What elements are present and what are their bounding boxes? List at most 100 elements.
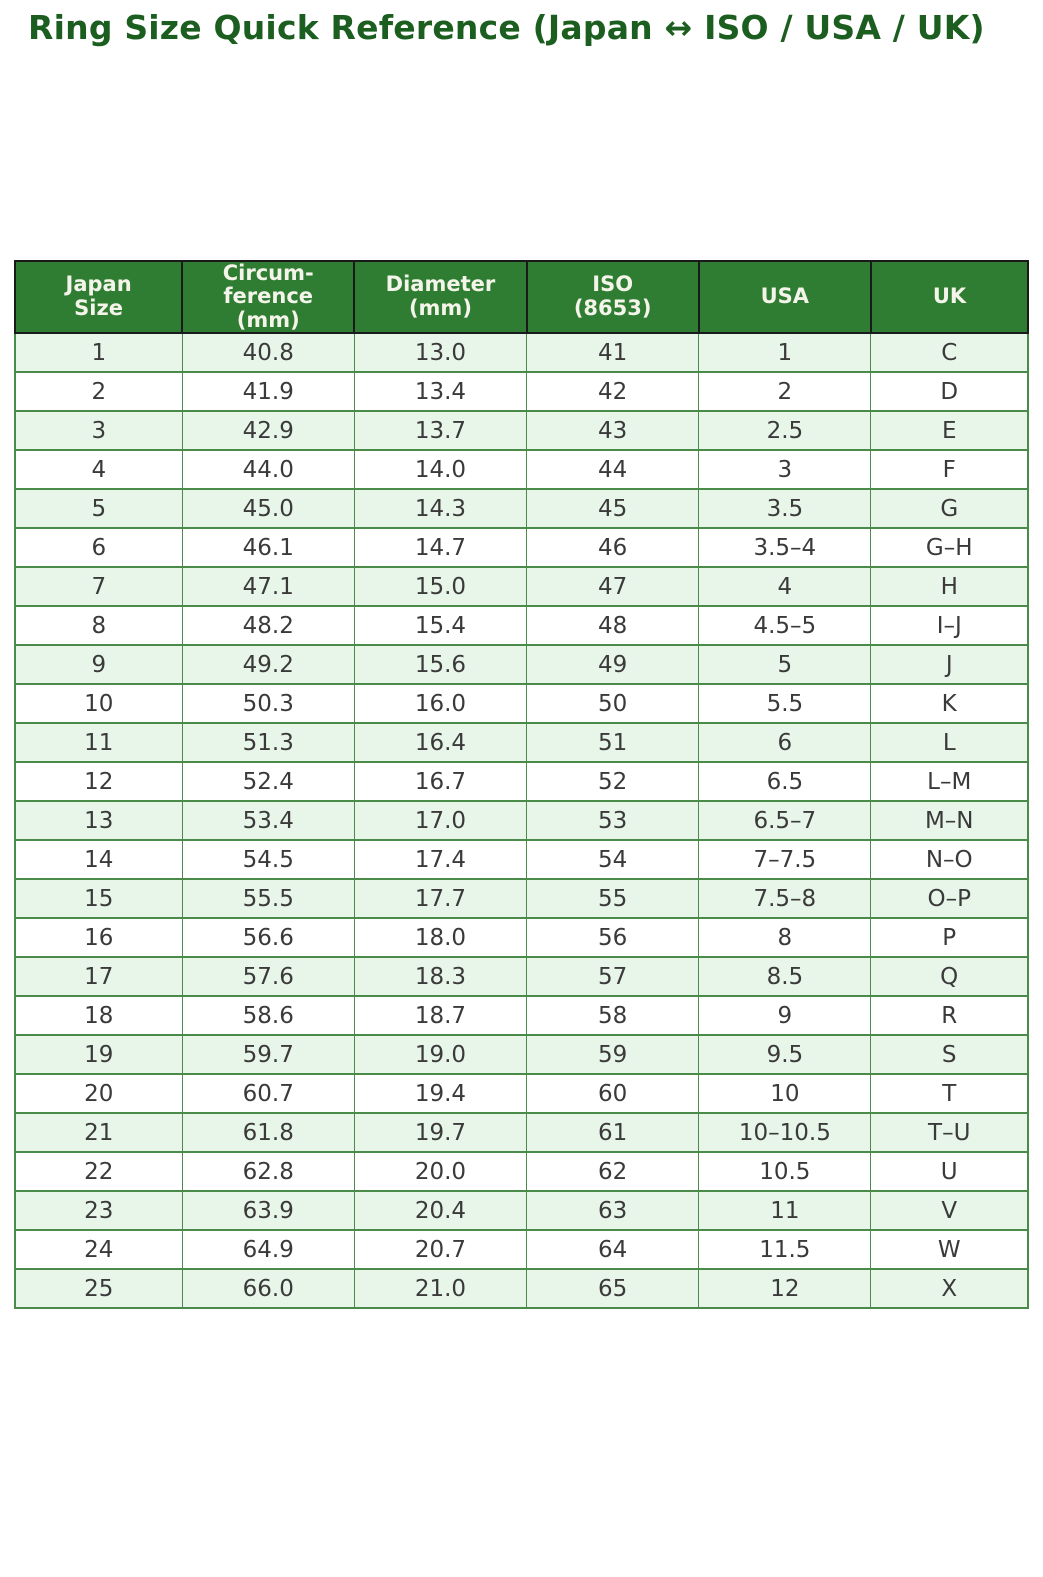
cell-japan-size: 5 <box>14 488 183 530</box>
cell-diameter-mm: 19.4 <box>353 1073 528 1115</box>
cell-diameter-mm: 13.7 <box>353 410 528 452</box>
cell-usa: 8 <box>698 917 872 959</box>
cell-uk: L–M <box>870 761 1029 803</box>
cell-uk: I–J <box>870 605 1029 647</box>
table-row: 6 46.1 14.7 46 3.5–4 G–H <box>14 527 1029 569</box>
cell-circumference-mm: 62.8 <box>181 1151 355 1193</box>
cell-usa: 10.5 <box>698 1151 872 1193</box>
cell-circumference-mm: 45.0 <box>181 488 355 530</box>
cell-circumference-mm: 53.4 <box>181 800 355 842</box>
column-header-usa: USA <box>697 259 872 335</box>
cell-diameter-mm: 20.7 <box>353 1229 528 1271</box>
cell-usa: 1 <box>698 332 872 374</box>
cell-iso-8653: 58 <box>526 995 700 1037</box>
cell-japan-size: 14 <box>14 839 183 881</box>
cell-usa: 2.5 <box>698 410 872 452</box>
cell-japan-size: 25 <box>14 1268 183 1310</box>
cell-iso-8653: 55 <box>526 878 700 920</box>
cell-japan-size: 23 <box>14 1190 183 1232</box>
cell-japan-size: 18 <box>14 995 183 1037</box>
table-row: 7 47.1 15.0 47 4 H <box>14 566 1029 608</box>
cell-circumference-mm: 63.9 <box>181 1190 355 1232</box>
cell-uk: U <box>870 1151 1029 1193</box>
cell-diameter-mm: 18.0 <box>353 917 528 959</box>
cell-japan-size: 17 <box>14 956 183 998</box>
cell-diameter-mm: 16.0 <box>353 683 528 725</box>
table-row: 23 63.9 20.4 63 11 V <box>14 1190 1029 1232</box>
cell-japan-size: 2 <box>14 371 183 413</box>
cell-usa: 9 <box>698 995 872 1037</box>
table-row: 11 51.3 16.4 51 6 L <box>14 722 1029 764</box>
cell-usa: 2 <box>698 371 872 413</box>
cell-diameter-mm: 15.4 <box>353 605 528 647</box>
cell-circumference-mm: 60.7 <box>181 1073 355 1115</box>
table-row: 2 41.9 13.4 42 2 D <box>14 371 1029 413</box>
cell-japan-size: 4 <box>14 449 183 491</box>
cell-diameter-mm: 15.0 <box>353 566 528 608</box>
cell-japan-size: 19 <box>14 1034 183 1076</box>
cell-uk: V <box>870 1190 1029 1232</box>
cell-uk: H <box>870 566 1029 608</box>
table-row: 16 56.6 18.0 56 8 P <box>14 917 1029 959</box>
cell-diameter-mm: 20.4 <box>353 1190 528 1232</box>
cell-circumference-mm: 41.9 <box>181 371 355 413</box>
cell-usa: 6 <box>698 722 872 764</box>
cell-iso-8653: 54 <box>526 839 700 881</box>
cell-usa: 4 <box>698 566 872 608</box>
cell-uk: O–P <box>870 878 1029 920</box>
cell-japan-size: 3 <box>14 410 183 452</box>
table-row: 5 45.0 14.3 45 3.5 G <box>14 488 1029 530</box>
cell-uk: F <box>870 449 1029 491</box>
cell-uk: G <box>870 488 1029 530</box>
cell-japan-size: 13 <box>14 800 183 842</box>
column-header-circumference: Circum- ference (mm) <box>181 259 356 335</box>
cell-diameter-mm: 17.0 <box>353 800 528 842</box>
table-row: 19 59.7 19.0 59 9.5 S <box>14 1034 1029 1076</box>
cell-circumference-mm: 50.3 <box>181 683 355 725</box>
cell-uk: K <box>870 683 1029 725</box>
table-row: 9 49.2 15.6 49 5 J <box>14 644 1029 686</box>
cell-iso-8653: 60 <box>526 1073 700 1115</box>
cell-uk: Q <box>870 956 1029 998</box>
cell-diameter-mm: 16.7 <box>353 761 528 803</box>
table-row: 24 64.9 20.7 64 11.5 W <box>14 1229 1029 1271</box>
cell-iso-8653: 53 <box>526 800 700 842</box>
cell-iso-8653: 48 <box>526 605 700 647</box>
column-header-diameter: Diameter (mm) <box>353 259 528 335</box>
cell-iso-8653: 51 <box>526 722 700 764</box>
cell-iso-8653: 64 <box>526 1229 700 1271</box>
table-row: 8 48.2 15.4 48 4.5–5 I–J <box>14 605 1029 647</box>
cell-usa: 6.5 <box>698 761 872 803</box>
cell-diameter-mm: 14.0 <box>353 449 528 491</box>
cell-usa: 7.5–8 <box>698 878 872 920</box>
cell-diameter-mm: 14.7 <box>353 527 528 569</box>
cell-diameter-mm: 15.6 <box>353 644 528 686</box>
cell-circumference-mm: 57.6 <box>181 956 355 998</box>
table-row: 22 62.8 20.0 62 10.5 U <box>14 1151 1029 1193</box>
cell-iso-8653: 65 <box>526 1268 700 1310</box>
table-body: 1 40.8 13.0 41 1 C 2 41.9 13.4 42 2 D 3 42.9 13.7 43 2.5… <box>14 332 1029 1310</box>
table-row: 20 60.7 19.4 60 10 T <box>14 1073 1029 1115</box>
cell-japan-size: 1 <box>14 332 183 374</box>
cell-circumference-mm: 59.7 <box>181 1034 355 1076</box>
cell-circumference-mm: 42.9 <box>181 410 355 452</box>
table-row: 15 55.5 17.7 55 7.5–8 O–P <box>14 878 1029 920</box>
table-row: 21 61.8 19.7 61 10–10.5 T–U <box>14 1112 1029 1154</box>
cell-circumference-mm: 49.2 <box>181 644 355 686</box>
cell-usa: 10–10.5 <box>698 1112 872 1154</box>
table-row: 3 42.9 13.7 43 2.5 E <box>14 410 1029 452</box>
cell-uk: X <box>870 1268 1029 1310</box>
cell-uk: E <box>870 410 1029 452</box>
cell-uk: J <box>870 644 1029 686</box>
cell-uk: G–H <box>870 527 1029 569</box>
cell-japan-size: 20 <box>14 1073 183 1115</box>
cell-usa: 8.5 <box>698 956 872 998</box>
cell-usa: 3.5–4 <box>698 527 872 569</box>
cell-japan-size: 7 <box>14 566 183 608</box>
cell-japan-size: 15 <box>14 878 183 920</box>
cell-circumference-mm: 61.8 <box>181 1112 355 1154</box>
cell-usa: 3.5 <box>698 488 872 530</box>
column-header-iso: ISO (8653) <box>525 259 700 335</box>
cell-iso-8653: 46 <box>526 527 700 569</box>
cell-iso-8653: 59 <box>526 1034 700 1076</box>
